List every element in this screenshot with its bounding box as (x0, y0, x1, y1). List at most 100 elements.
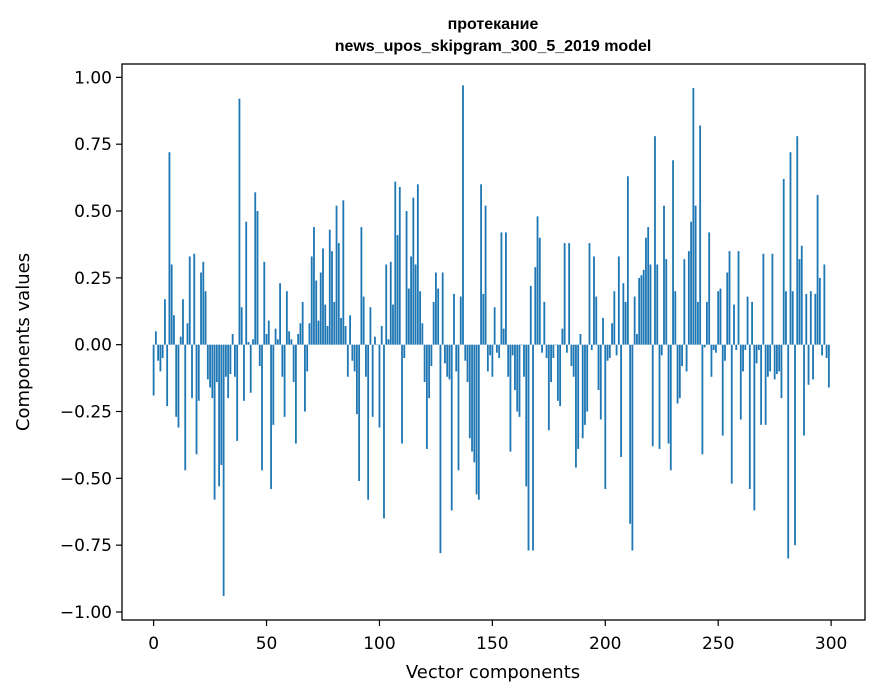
bar-64 (297, 333, 300, 345)
bar-277 (778, 344, 781, 372)
bar-182 (563, 243, 566, 345)
bar-108 (396, 235, 399, 345)
bar-10 (175, 344, 178, 417)
bar-186 (572, 344, 575, 377)
bar-262 (744, 344, 747, 351)
bar-274 (771, 253, 774, 345)
bar-206 (617, 256, 620, 345)
bar-74 (319, 272, 322, 345)
bar-69 (308, 323, 311, 345)
bar-273 (769, 344, 772, 372)
bar-119 (421, 323, 424, 345)
bar-250 (717, 291, 720, 345)
bar-284 (794, 344, 796, 546)
bar-35 (231, 333, 234, 345)
bar-203 (611, 323, 613, 345)
bar-202 (608, 344, 611, 359)
bar-279 (782, 178, 785, 345)
bar-207 (620, 344, 622, 457)
bar-26 (211, 344, 214, 399)
bar-43 (249, 344, 252, 393)
bar-117 (416, 184, 419, 345)
bar-289 (805, 293, 808, 345)
bar-162 (518, 344, 521, 417)
bar-242 (699, 125, 702, 345)
bar-114 (410, 256, 412, 345)
bar-81 (335, 205, 338, 345)
bar-34 (229, 344, 232, 375)
bar-12 (179, 336, 182, 345)
bar-77 (326, 325, 329, 345)
bar-57 (281, 344, 284, 377)
bar-101 (380, 325, 383, 345)
bar-58 (283, 344, 286, 417)
bar-84 (342, 200, 345, 345)
bar-217 (642, 269, 645, 345)
bar-198 (599, 344, 602, 420)
bar-97 (371, 344, 374, 417)
bar-288 (803, 344, 805, 436)
bar-232 (676, 344, 679, 404)
bar-153 (498, 344, 501, 359)
bar-51 (267, 320, 270, 345)
bar-78 (328, 229, 331, 345)
bar-15 (186, 323, 189, 345)
bar-299 (827, 344, 830, 388)
bar-290 (807, 344, 810, 385)
x-tick-label: 300 (815, 634, 847, 654)
bar-238 (690, 221, 693, 345)
bar-251 (719, 288, 722, 345)
bar-145 (480, 184, 482, 345)
bar-215 (638, 277, 641, 345)
chart-title-line-2: news_upos_skipgram_300_5_2019 model (335, 38, 652, 55)
bar-70 (310, 256, 313, 345)
bar-37 (236, 344, 239, 441)
x-tick-label: 200 (589, 634, 621, 654)
bar-285 (796, 136, 799, 345)
bar-92 (360, 227, 363, 345)
y-tick-label: −1.00 (60, 603, 112, 623)
bar-275 (773, 344, 776, 380)
bar-139 (466, 344, 469, 383)
bar-44 (252, 339, 254, 345)
bar-266 (753, 344, 756, 511)
bar-100 (378, 344, 381, 428)
y-tick-label: −0.75 (60, 536, 112, 556)
bar-282 (789, 152, 792, 345)
bar-244 (703, 344, 706, 348)
bar-47 (258, 344, 261, 367)
bar-55 (276, 339, 279, 345)
bar-126 (437, 288, 440, 345)
bar-221 (651, 344, 654, 447)
bar-13 (182, 299, 184, 345)
bar-103 (385, 264, 388, 345)
bar-271 (764, 344, 767, 425)
bar-71 (313, 227, 315, 345)
bar-287 (800, 245, 803, 345)
bar-209 (624, 301, 627, 345)
bar-291 (809, 291, 812, 345)
bar-32 (224, 344, 227, 377)
bar-31 (222, 344, 225, 596)
y-tick-label: 0.50 (74, 202, 112, 222)
bar-176 (550, 344, 552, 383)
bar-246 (708, 232, 711, 345)
bar-259 (737, 251, 740, 345)
bar-133 (453, 293, 455, 345)
x-tick-label: 100 (363, 634, 395, 654)
bar-11 (177, 344, 180, 428)
bar-105 (389, 261, 392, 345)
bar-28 (215, 344, 218, 383)
bar-185 (570, 344, 573, 367)
bar-109 (398, 186, 401, 345)
bar-45 (254, 192, 257, 345)
bar-98 (374, 336, 376, 345)
bar-292 (812, 344, 814, 380)
bar-239 (692, 88, 695, 345)
bar-61 (290, 339, 293, 345)
bar-190 (581, 344, 584, 439)
bar-278 (780, 344, 783, 399)
bar-169 (534, 267, 537, 345)
bar-132 (450, 344, 453, 511)
bar-229 (669, 344, 672, 471)
